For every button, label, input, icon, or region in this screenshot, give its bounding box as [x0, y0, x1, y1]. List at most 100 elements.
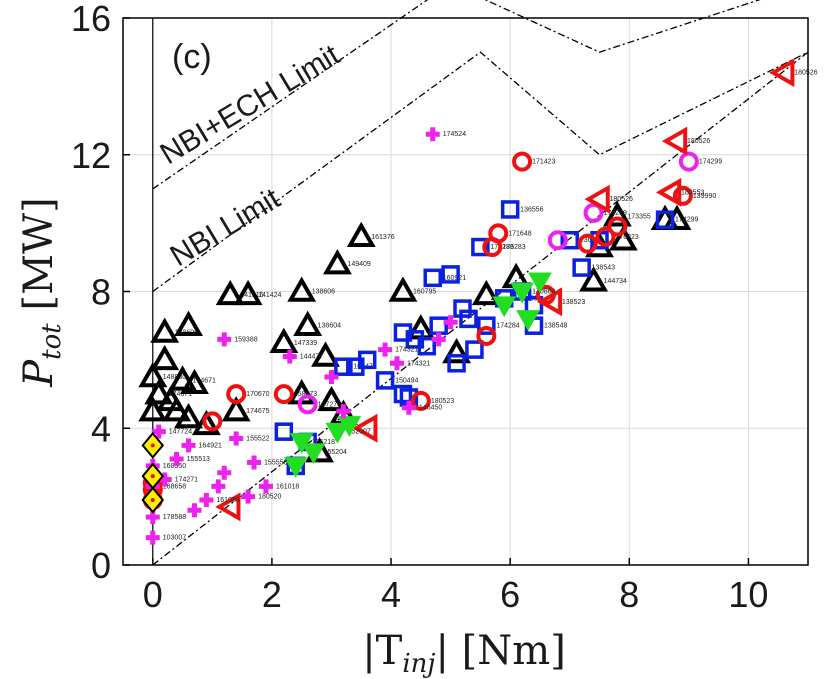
x-tick-label: 0 [143, 574, 163, 615]
data-point [425, 127, 440, 142]
shot-number-label: 136218 [312, 439, 335, 446]
data-point [536, 287, 563, 317]
data-point [168, 365, 198, 391]
data-point [375, 371, 395, 390]
shot-number-label: 144477 [300, 353, 323, 360]
shot-number-label: 138606 [312, 289, 335, 296]
shot-number-label: 152007 [347, 429, 370, 436]
data-point [477, 316, 496, 335]
data-point [401, 400, 416, 415]
shot-number-label: 141316 [240, 292, 263, 299]
data-point [602, 201, 632, 227]
data-point [336, 404, 351, 419]
data-point [191, 409, 221, 436]
shot-number-label: 150494 [395, 377, 418, 384]
shot-number-label: 178588 [163, 514, 186, 521]
shot-number-label: 170864 [532, 289, 555, 296]
data-point [233, 279, 263, 306]
shot-number-label: 155513 [187, 456, 210, 463]
x-axis-label-sub: inj [402, 649, 435, 679]
data-point [655, 177, 682, 207]
shot-number-label: 174284 [496, 323, 519, 330]
data-point [150, 344, 180, 371]
data-point [465, 340, 484, 359]
shot-number-label: 160921 [443, 275, 466, 282]
shot-number-label: 168658 [163, 483, 186, 490]
y-tick-label: 0 [91, 545, 111, 586]
data-point [579, 266, 609, 292]
shot-number-label: 141424 [258, 292, 281, 299]
data-point [388, 276, 418, 302]
shot-number-label: 155550 [264, 459, 287, 466]
data-point [655, 210, 675, 229]
data-point [293, 310, 323, 336]
data-point [138, 361, 168, 388]
data-point [512, 151, 533, 172]
shot-number-label: 174299 [675, 217, 698, 224]
shot-number-label: 164921 [199, 442, 222, 449]
data-point [595, 226, 616, 247]
shot-number-label: 139990 [693, 193, 716, 200]
data-point [289, 433, 314, 454]
shot-number-label: 136556 [520, 206, 543, 213]
data-point [174, 402, 203, 429]
x-tick-label: 8 [619, 574, 639, 615]
data-point [215, 279, 245, 306]
data-point [141, 486, 165, 514]
shot-number-label: 161376 [371, 234, 394, 241]
shot-number-label: 138604 [318, 323, 341, 330]
data-point [180, 368, 209, 395]
data-point [510, 282, 534, 304]
data-point [431, 332, 446, 347]
y-tick-label: 16 [71, 0, 111, 39]
shot-number-label: 174671 [169, 391, 192, 398]
data-point [162, 396, 192, 422]
data-point [258, 479, 273, 494]
shot-number-label: 173355 [627, 213, 650, 220]
y-axis-label: Ptot [MW] [16, 197, 67, 387]
panel-label: (c) [172, 38, 212, 76]
data-point [187, 503, 202, 518]
data-point [607, 216, 628, 237]
data-point [410, 390, 431, 411]
y-axis-label-suffix: [MW] [16, 197, 62, 323]
x-axis-label-suffix: | [Nm] [435, 628, 565, 674]
data-point [476, 325, 497, 346]
shot-number-label: 180553 [681, 189, 704, 196]
data-point [169, 452, 184, 467]
data-point [678, 151, 699, 172]
data-point [417, 336, 437, 356]
data-point [221, 396, 251, 422]
shot-number-label: 147273 [318, 401, 341, 408]
data-point [471, 237, 490, 257]
data-point [378, 342, 393, 357]
data-point [273, 384, 294, 405]
shot-number-label: 144734 [604, 278, 627, 285]
shot-number-label: 174675 [246, 408, 269, 415]
data-point [181, 438, 196, 453]
data-point [661, 126, 688, 156]
y-tick-label: 4 [91, 408, 111, 449]
x-tick-label: 6 [500, 574, 520, 615]
shot-number-label: 174321 [395, 347, 418, 354]
data-point [229, 431, 244, 446]
shot-number-label: 103007 [163, 535, 186, 542]
shot-number-label: 168550 [163, 463, 186, 470]
data-point [174, 310, 203, 336]
x-tick-label: 10 [728, 574, 768, 615]
data-point [215, 492, 241, 522]
data-markers: 148830 174671 138606 174671 174675 1413161414… [138, 58, 818, 545]
data-point [516, 310, 540, 331]
data-point [141, 462, 165, 490]
shot-number-label: 155522 [246, 436, 269, 443]
data-point [325, 422, 350, 444]
data-point [769, 58, 795, 88]
axis-ticks: 0 2 4 6 8 10 0 4 8 12 16 [71, 0, 769, 615]
shot-number-label: 161083 [216, 497, 239, 504]
shot-number-label: 174321 [407, 360, 430, 367]
shot-number-label: 147724 [169, 429, 192, 436]
data-point [217, 332, 232, 347]
shot-number-label: 176823 [615, 234, 638, 241]
data-point [211, 479, 226, 494]
shot-number-label: 174299 [699, 159, 722, 166]
